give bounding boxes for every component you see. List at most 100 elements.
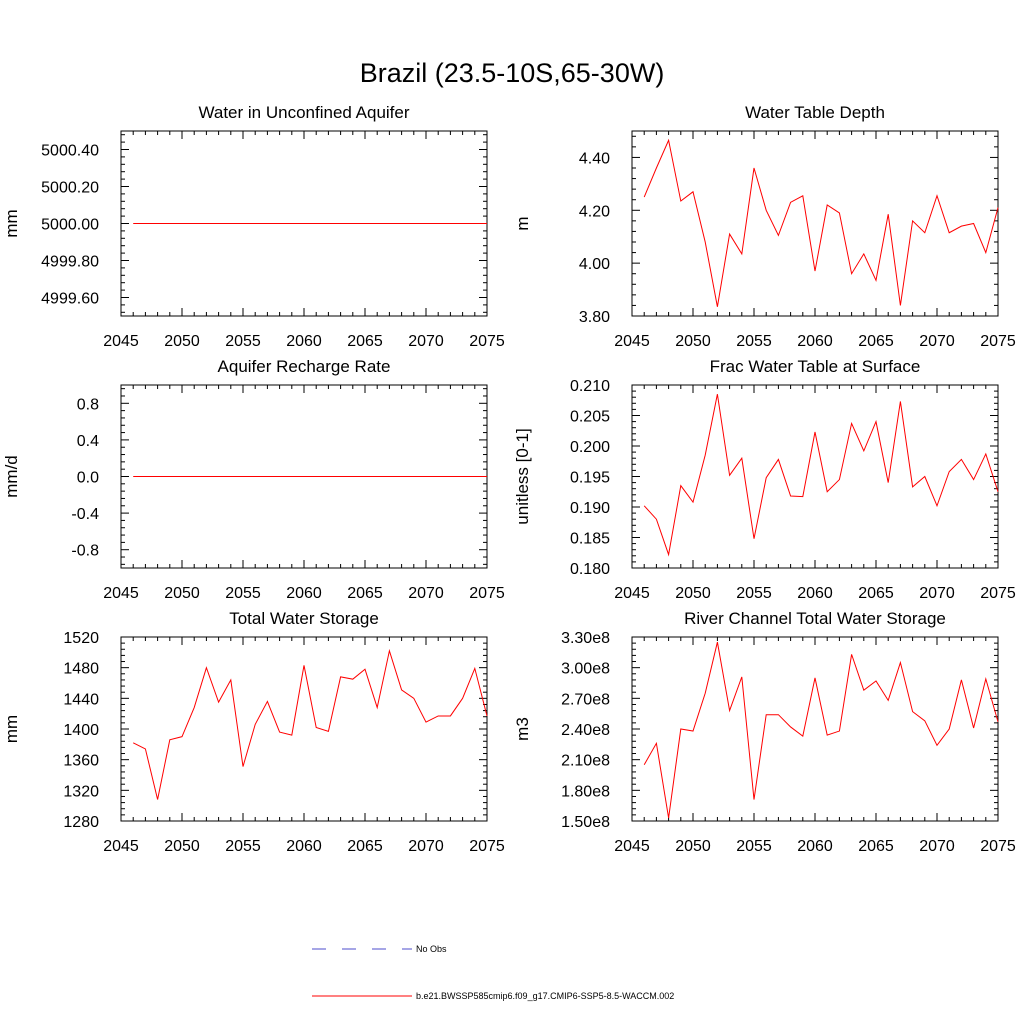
y-axis-label: mm	[2, 715, 21, 743]
y-axis-label: mm	[2, 209, 21, 237]
series-line	[643, 138, 999, 307]
y-tick-label: 5000.20	[41, 180, 99, 197]
series-line	[643, 641, 999, 819]
panel-title: Frac Water Table at Surface	[710, 357, 921, 376]
x-tick-label: 2050	[164, 838, 200, 855]
y-tick-label: 0.205	[570, 409, 610, 426]
panel-title: River Channel Total Water Storage	[684, 609, 946, 628]
x-tick-label: 2075	[980, 838, 1016, 855]
y-tick-label: 1280	[63, 814, 99, 831]
x-tick-label: 2070	[919, 585, 955, 602]
x-tick-label: 2055	[736, 838, 772, 855]
x-tick-label: 2075	[469, 585, 505, 602]
x-tick-label: 2055	[225, 838, 261, 855]
x-tick-label: 2055	[736, 585, 772, 602]
plot-frame	[631, 636, 999, 822]
x-tick-label: 2045	[614, 333, 650, 350]
legend-label-no-obs: No Obs	[416, 944, 447, 954]
y-tick-label: 2.70e8	[561, 691, 610, 708]
y-axis-label: m3	[513, 717, 532, 741]
x-tick-label: 2075	[469, 838, 505, 855]
panel-3: 2045 2050 2055 2060 2065 2070 2075 -0.8 -0.4 0.0 0…	[2, 357, 505, 602]
y-tick-label: 1360	[63, 753, 99, 770]
x-tick-label: 2065	[858, 838, 894, 855]
x-tick-label: 2060	[286, 838, 322, 855]
y-tick-label: 4.20	[579, 203, 610, 220]
y-tick-label: 5000.40	[41, 143, 99, 160]
y-tick-label: 4999.60	[41, 291, 99, 308]
x-tick-label: 2055	[225, 333, 261, 350]
series-line	[132, 648, 488, 800]
y-axis-label: m	[513, 216, 532, 230]
x-tick-label: 2050	[164, 585, 200, 602]
y-tick-label: 4.40	[579, 150, 610, 167]
y-tick-label: 4.00	[579, 256, 610, 273]
plot-frame	[120, 636, 488, 822]
panel-6: 2045 2050 2055 2060 2065 2070 2075 1.50e8 1.80e8…	[513, 609, 1016, 855]
panel-title: Aquifer Recharge Rate	[218, 357, 391, 376]
y-tick-label: 4999.80	[41, 254, 99, 271]
x-tick-label: 2075	[469, 333, 505, 350]
x-tick-label: 2045	[614, 585, 650, 602]
y-tick-label: 0.200	[570, 439, 610, 456]
x-tick-label: 2065	[347, 333, 383, 350]
y-tick-label: 1.50e8	[561, 814, 610, 831]
y-tick-label: 3.30e8	[561, 630, 610, 647]
y-tick-label: -0.4	[71, 506, 99, 523]
x-tick-label: 2070	[919, 838, 955, 855]
y-tick-label: 0.8	[77, 396, 99, 413]
x-tick-label: 2045	[614, 838, 650, 855]
x-tick-label: 2075	[980, 585, 1016, 602]
y-tick-label: 0.4	[77, 433, 99, 450]
panel-2: 2045 2050 2055 2060 2065 2070 2075 3.80 4.00 4.20…	[513, 103, 1016, 350]
x-tick-label: 2055	[736, 333, 772, 350]
y-tick-label: 1.80e8	[561, 783, 610, 800]
panel-1: 2045 2050 2055 2060 2065 2070 2075 4999.60 4999.…	[2, 103, 505, 350]
x-tick-label: 2060	[797, 585, 833, 602]
panels: 2045 2050 2055 2060 2065 2070 2075 4999.60 4999.…	[2, 103, 1016, 855]
x-tick-label: 2065	[858, 333, 894, 350]
x-tick-label: 2070	[408, 585, 444, 602]
legend-label-model: b.e21.BWSSP585cmip6.f09_g17.CMIP6-SSP5-8…	[416, 991, 674, 1001]
y-axis-label: mm/d	[2, 455, 21, 498]
x-tick-label: 2060	[286, 333, 322, 350]
y-tick-label: 3.00e8	[561, 661, 610, 678]
panel-title: Total Water Storage	[229, 609, 379, 628]
x-tick-label: 2065	[858, 585, 894, 602]
x-tick-label: 2070	[919, 333, 955, 350]
panel-title: Water Table Depth	[745, 103, 885, 122]
x-tick-label: 2050	[675, 585, 711, 602]
y-tick-label: 5000.00	[41, 217, 99, 234]
panel-4: 2045 2050 2055 2060 2065 2070 2075 0.180 0.185 0.…	[513, 357, 1016, 602]
y-tick-label: 1520	[63, 630, 99, 647]
x-tick-label: 2070	[408, 333, 444, 350]
y-tick-label: 0.180	[570, 561, 610, 578]
y-tick-label: 1480	[63, 661, 99, 678]
y-tick-label: 1320	[63, 783, 99, 800]
panel-title: Water in Unconfined Aquifer	[198, 103, 409, 122]
x-tick-label: 2075	[980, 333, 1016, 350]
x-tick-label: 2065	[347, 585, 383, 602]
y-tick-label: 0.190	[570, 500, 610, 517]
x-tick-label: 2065	[347, 838, 383, 855]
panel-5: 2045 2050 2055 2060 2065 2070 2075 1280 1320 1360…	[2, 609, 505, 855]
x-tick-label: 2050	[164, 333, 200, 350]
legend: No Obs b.e21.BWSSP585cmip6.f09_g17.CMIP6…	[312, 944, 674, 1001]
y-tick-label: 2.40e8	[561, 722, 610, 739]
y-tick-label: 3.80	[579, 309, 610, 326]
y-tick-label: -0.8	[71, 543, 99, 560]
y-tick-label: 0.185	[570, 531, 610, 548]
x-tick-label: 2060	[286, 585, 322, 602]
y-tick-label: 0.210	[570, 378, 610, 395]
x-tick-label: 2045	[103, 585, 139, 602]
x-tick-label: 2050	[675, 838, 711, 855]
y-tick-label: 0.195	[570, 470, 610, 487]
y-tick-label: 1400	[63, 722, 99, 739]
x-tick-label: 2045	[103, 333, 139, 350]
y-axis-label: unitless [0-1]	[513, 428, 532, 524]
y-tick-label: 2.10e8	[561, 753, 610, 770]
x-tick-label: 2050	[675, 333, 711, 350]
x-tick-label: 2045	[103, 838, 139, 855]
x-tick-label: 2060	[797, 333, 833, 350]
